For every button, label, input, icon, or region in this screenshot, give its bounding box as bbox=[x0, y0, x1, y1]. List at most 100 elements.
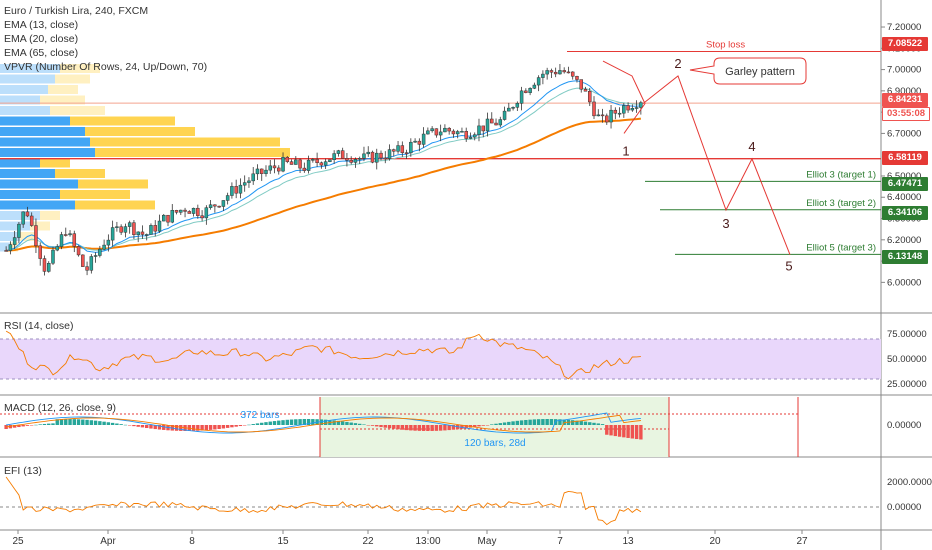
candle bbox=[119, 226, 123, 233]
macd-histogram-bar bbox=[370, 425, 375, 426]
macd-histogram-bar bbox=[225, 425, 230, 428]
vpvr-down-bar bbox=[40, 95, 85, 105]
candle bbox=[17, 223, 21, 238]
elliot3-t1-tag: 6.47471 bbox=[882, 177, 928, 191]
elliot3-target1-text: Elliot 3 (target 1) bbox=[806, 169, 876, 180]
macd-histogram-bar bbox=[106, 422, 111, 425]
candle bbox=[630, 108, 635, 111]
macd-histogram-bar bbox=[145, 425, 149, 429]
vpvr-up-bar bbox=[0, 85, 48, 94]
candle bbox=[59, 234, 64, 247]
macd-histogram-bar bbox=[366, 425, 370, 426]
candle bbox=[532, 84, 537, 89]
macd-histogram-bar bbox=[421, 425, 426, 431]
elliot3-t2-tag: 6.34106 bbox=[882, 206, 928, 220]
macd-histogram-bar bbox=[272, 421, 277, 425]
candle bbox=[174, 210, 179, 213]
candle bbox=[447, 127, 451, 132]
macd-histogram-bar bbox=[277, 420, 281, 425]
efi-label: EFI (13) bbox=[4, 465, 42, 477]
candle bbox=[519, 90, 524, 104]
macd-histogram-bar bbox=[340, 421, 345, 425]
ema13-line bbox=[5, 80, 641, 253]
candle bbox=[221, 200, 226, 207]
candle bbox=[230, 186, 234, 196]
candle bbox=[426, 130, 430, 135]
garley-pattern-path bbox=[602, 60, 646, 134]
macd-histogram-bar bbox=[55, 419, 59, 425]
macd-histogram-bar bbox=[213, 425, 217, 430]
candle bbox=[490, 118, 494, 124]
rsi-tick-label: 25.00000 bbox=[887, 379, 927, 390]
candle bbox=[144, 234, 149, 236]
macd-histogram-bar bbox=[426, 425, 430, 431]
candle bbox=[617, 112, 622, 115]
price-tick-label: 6.00000 bbox=[887, 277, 921, 288]
macd-histogram-bar bbox=[242, 425, 247, 426]
candle bbox=[183, 209, 187, 212]
candle bbox=[51, 249, 55, 264]
candle bbox=[225, 195, 230, 201]
macd-histogram-bar bbox=[89, 420, 94, 425]
candle bbox=[85, 266, 89, 271]
macd-histogram-bar bbox=[319, 419, 324, 425]
candle bbox=[451, 130, 456, 135]
candle bbox=[477, 125, 481, 135]
vpvr-up-bar bbox=[0, 64, 60, 73]
candle bbox=[200, 215, 204, 219]
macd-histogram-bar bbox=[264, 422, 268, 425]
macd-histogram-bar bbox=[430, 425, 434, 431]
vpvr-down-bar bbox=[70, 116, 175, 126]
elliot3-target2-text: Elliot 3 (target 2) bbox=[806, 198, 876, 209]
macd-histogram-bar bbox=[47, 423, 51, 425]
macd-histogram-bar bbox=[140, 425, 145, 428]
candle bbox=[255, 168, 260, 175]
candle bbox=[179, 209, 183, 213]
candle bbox=[622, 105, 626, 114]
candle bbox=[566, 71, 571, 74]
candle bbox=[468, 136, 473, 139]
macd-histogram-bar bbox=[634, 425, 639, 440]
rsi-band bbox=[0, 339, 881, 379]
candle bbox=[46, 262, 51, 272]
chart-title: Euro / Turkish Lira, 240, FXCM bbox=[4, 5, 149, 17]
macd-histogram-bar bbox=[110, 422, 115, 425]
vpvr-down-bar bbox=[78, 179, 148, 189]
wave-label-1: 1 bbox=[622, 143, 629, 158]
vpvr-up-bar bbox=[0, 242, 10, 252]
candle bbox=[443, 127, 447, 133]
macd-histogram-bar bbox=[72, 419, 76, 425]
macd-range-span-text: 120 bars, 28d bbox=[464, 438, 525, 449]
rsi-label: RSI (14, close) bbox=[4, 320, 74, 332]
efi-tick-label: 2000.00000 bbox=[887, 477, 932, 488]
candle bbox=[328, 159, 332, 162]
price-tick-label: 6.20000 bbox=[887, 235, 921, 246]
time-label: 20 bbox=[709, 536, 721, 547]
macd-histogram-bar bbox=[609, 425, 613, 436]
wave-label-2: 2 bbox=[674, 56, 681, 71]
macd-histogram-bar bbox=[208, 425, 213, 430]
vpvr-up-bar bbox=[0, 148, 95, 157]
time-label: 7 bbox=[557, 536, 563, 547]
candle bbox=[583, 88, 588, 92]
macd-histogram-bar bbox=[221, 425, 226, 429]
macd-histogram-bar bbox=[102, 421, 106, 425]
candle bbox=[579, 79, 583, 90]
macd-histogram-bar bbox=[81, 419, 85, 425]
wave-label-3: 3 bbox=[722, 216, 729, 231]
macd-histogram-bar bbox=[358, 423, 362, 425]
macd-histogram-bar bbox=[200, 425, 204, 431]
macd-histogram-bar bbox=[498, 423, 502, 425]
macd-histogram-bar bbox=[42, 423, 47, 425]
elliot5-t3-tag: 6.13148 bbox=[882, 250, 928, 264]
candle bbox=[285, 157, 290, 162]
macd-histogram-bar bbox=[230, 425, 234, 428]
vpvr-up-bar bbox=[0, 200, 75, 210]
macd-histogram-bar bbox=[511, 421, 515, 425]
candle bbox=[430, 128, 434, 132]
candle bbox=[524, 90, 528, 93]
macd-histogram-bar bbox=[285, 419, 289, 425]
macd-histogram-bar bbox=[345, 421, 349, 425]
macd-histogram-bar bbox=[59, 419, 64, 425]
